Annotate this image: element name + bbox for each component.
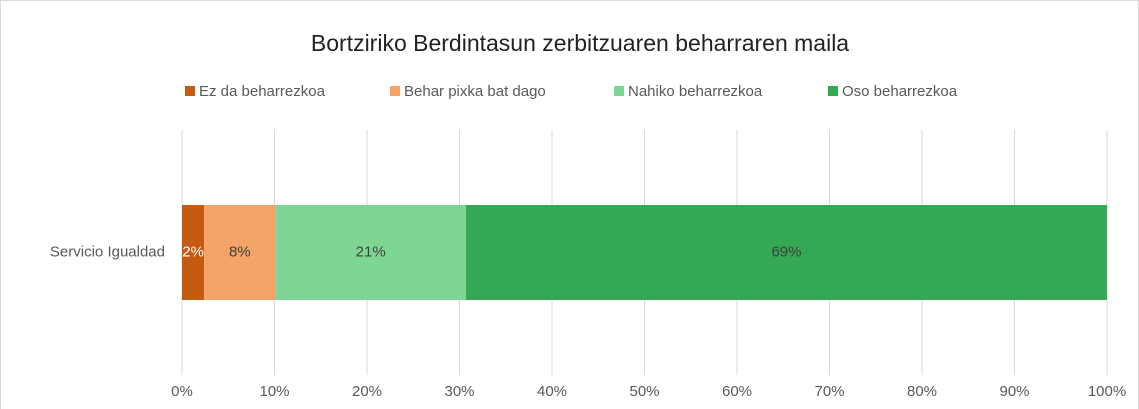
x-tick-label: 0% bbox=[171, 383, 193, 400]
legend-swatch bbox=[828, 86, 838, 96]
x-tick-label: 60% bbox=[722, 383, 752, 400]
bar-segment bbox=[182, 205, 205, 300]
x-tick-label: 30% bbox=[444, 383, 474, 400]
x-tick-label: 70% bbox=[814, 383, 844, 400]
legend-label: Nahiko beharrezkoa bbox=[628, 83, 763, 100]
x-tick-label: 90% bbox=[999, 383, 1029, 400]
data-label: 2% bbox=[182, 243, 204, 260]
y-tick-label: Servicio Igualdad bbox=[50, 243, 165, 260]
legend-swatch bbox=[614, 86, 624, 96]
legend-label: Ez da beharrezkoa bbox=[199, 83, 326, 100]
chart-title: Bortziriko Berdintasun zerbitzuaren beha… bbox=[311, 30, 849, 56]
x-tick-label: 100% bbox=[1088, 383, 1126, 400]
x-tick-label: 80% bbox=[907, 383, 937, 400]
data-label: 21% bbox=[356, 243, 386, 260]
legend-label: Behar pixka bat dago bbox=[404, 83, 546, 100]
bar-segment bbox=[275, 205, 466, 300]
x-tick-label: 50% bbox=[629, 383, 659, 400]
bar-segment bbox=[465, 205, 1108, 300]
bar-segment bbox=[204, 205, 276, 300]
data-label: 8% bbox=[229, 243, 251, 260]
x-tick-label: 20% bbox=[352, 383, 382, 400]
x-tick-label: 10% bbox=[259, 383, 289, 400]
legend-swatch bbox=[185, 86, 195, 96]
legend-swatch bbox=[390, 86, 400, 96]
x-tick-label: 40% bbox=[537, 383, 567, 400]
legend-label: Oso beharrezkoa bbox=[842, 83, 958, 100]
data-label: 69% bbox=[771, 243, 801, 260]
